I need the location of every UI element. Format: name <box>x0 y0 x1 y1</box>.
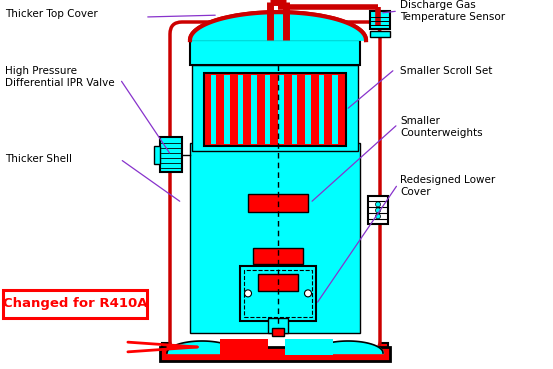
Bar <box>253 248 303 264</box>
Bar <box>251 75 257 144</box>
Circle shape <box>305 290 311 297</box>
Bar <box>278 75 284 144</box>
Bar <box>190 40 360 65</box>
Bar <box>370 11 390 29</box>
Bar <box>285 339 333 355</box>
Bar <box>162 351 388 359</box>
Text: Smaller
Counterweights: Smaller Counterweights <box>400 116 483 138</box>
Bar <box>265 75 270 144</box>
Text: Thicker Top Cover: Thicker Top Cover <box>5 9 98 19</box>
Bar <box>220 339 268 355</box>
Bar <box>154 146 160 164</box>
Bar <box>244 270 312 317</box>
Text: Thicker Shell: Thicker Shell <box>5 154 72 164</box>
Text: Changed for R410A: Changed for R410A <box>3 297 147 310</box>
Text: Discharge Gas
Temperature Sensor: Discharge Gas Temperature Sensor <box>400 0 505 22</box>
Bar <box>272 328 284 336</box>
Bar <box>268 318 288 333</box>
Bar <box>192 65 358 151</box>
FancyBboxPatch shape <box>3 290 147 318</box>
FancyBboxPatch shape <box>162 343 388 359</box>
Bar <box>160 347 390 361</box>
Bar <box>211 75 216 144</box>
Bar <box>319 75 325 144</box>
Bar <box>305 75 311 144</box>
Bar <box>332 75 338 144</box>
Circle shape <box>375 202 380 207</box>
Bar <box>258 274 298 291</box>
Text: Smaller Scroll Set: Smaller Scroll Set <box>400 66 492 76</box>
Bar <box>248 194 308 212</box>
Polygon shape <box>190 12 366 40</box>
Bar <box>160 137 182 172</box>
Bar <box>204 73 346 146</box>
Bar <box>292 75 298 144</box>
FancyBboxPatch shape <box>170 22 380 353</box>
Bar <box>370 31 390 37</box>
Circle shape <box>244 290 252 297</box>
Bar <box>240 266 316 321</box>
Circle shape <box>375 208 380 213</box>
Text: Redesigned Lower
Cover: Redesigned Lower Cover <box>400 175 495 197</box>
Bar <box>190 143 360 333</box>
Circle shape <box>375 214 380 219</box>
Bar <box>225 75 229 144</box>
Text: High Pressure
Differential IPR Valve: High Pressure Differential IPR Valve <box>5 66 114 88</box>
Bar <box>368 196 388 224</box>
Bar <box>238 75 243 144</box>
